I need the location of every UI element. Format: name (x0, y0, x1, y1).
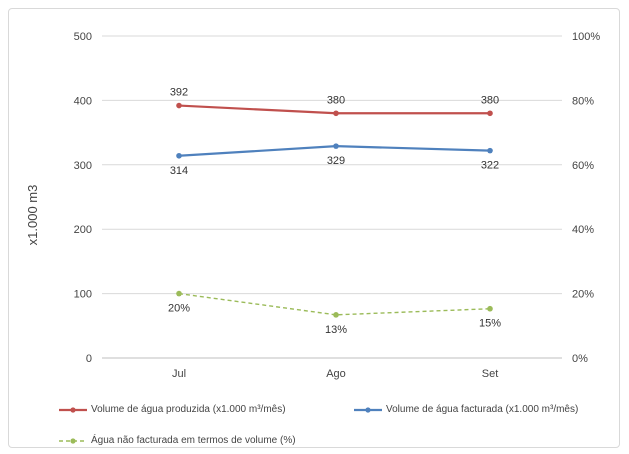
legend-item-nao-facturada: Água não facturada em termos de volume (… (59, 435, 296, 446)
data-point-2 (333, 312, 339, 318)
data-point-2 (487, 305, 493, 312)
legend-label-nao-facturada: Água não facturada em termos de volume (… (91, 435, 296, 446)
y-tick-label: 400 (74, 95, 92, 107)
legend-item-produzida: Volume de água produzida (x1.000 m³/mês) (59, 404, 286, 415)
y-tick-label: 500 (74, 31, 92, 43)
legend-swatch-produzida (59, 406, 87, 413)
series-layer (176, 102, 493, 318)
y-axis-label: x1.000 m3 (25, 185, 40, 246)
y2-tick-label: 0% (572, 353, 588, 365)
data-point-1 (333, 143, 339, 149)
data-label-1: 329 (327, 155, 345, 167)
chart-frame: 0 0% 100 20% 200 40% 300 60% 400 80% 500 100% Jul Ago… (8, 8, 620, 448)
data-label-1: 322 (481, 160, 499, 172)
x-tick-label: Jul (172, 368, 186, 380)
x-tick-label: Set (482, 368, 499, 380)
data-point-0 (333, 110, 339, 117)
data-labels: 392 380 380 314 329 322 20% 13% 15% (168, 87, 501, 336)
axis-ticks: 0 0% 100 20% 200 40% 300 60% 400 80% 500 100% Jul Ago… (74, 31, 601, 380)
data-label-2: 15% (479, 318, 501, 330)
data-label-1: 314 (170, 165, 188, 177)
y2-tick-label: 20% (572, 289, 594, 301)
legend-item-facturada: Volume de água facturada (x1.000 m³/mês) (354, 404, 578, 415)
data-label-0: 380 (327, 94, 345, 106)
legend-swatch-nao-facturada (59, 437, 87, 444)
data-point-0 (176, 102, 182, 109)
series-line-2 (178, 292, 491, 316)
legend-swatch-facturada (354, 406, 382, 413)
y-tick-label: 0 (86, 353, 92, 365)
chart-svg: 0 0% 100 20% 200 40% 300 60% 400 80% 500 100% Jul Ago… (25, 31, 601, 380)
data-point-1 (176, 152, 182, 159)
legend-label-produzida: Volume de água produzida (x1.000 m³/mês) (91, 404, 286, 415)
y-tick-label: 300 (74, 160, 92, 172)
data-label-0: 392 (170, 87, 188, 99)
data-label-2: 13% (325, 324, 347, 336)
y2-tick-label: 80% (572, 95, 594, 107)
data-point-1 (487, 147, 493, 154)
x-tick-label: Ago (326, 368, 346, 380)
y2-tick-label: 60% (572, 160, 594, 172)
data-label-0: 380 (481, 94, 499, 106)
data-label-2: 20% (168, 303, 190, 315)
y-tick-label: 100 (74, 289, 92, 301)
y2-tick-label: 100% (572, 31, 600, 43)
legend-label-facturada: Volume de água facturada (x1.000 m³/mês) (386, 404, 579, 415)
data-point-2 (176, 290, 182, 297)
y-tick-label: 200 (74, 224, 92, 236)
y2-tick-label: 40% (572, 224, 594, 236)
data-point-0 (487, 110, 493, 117)
